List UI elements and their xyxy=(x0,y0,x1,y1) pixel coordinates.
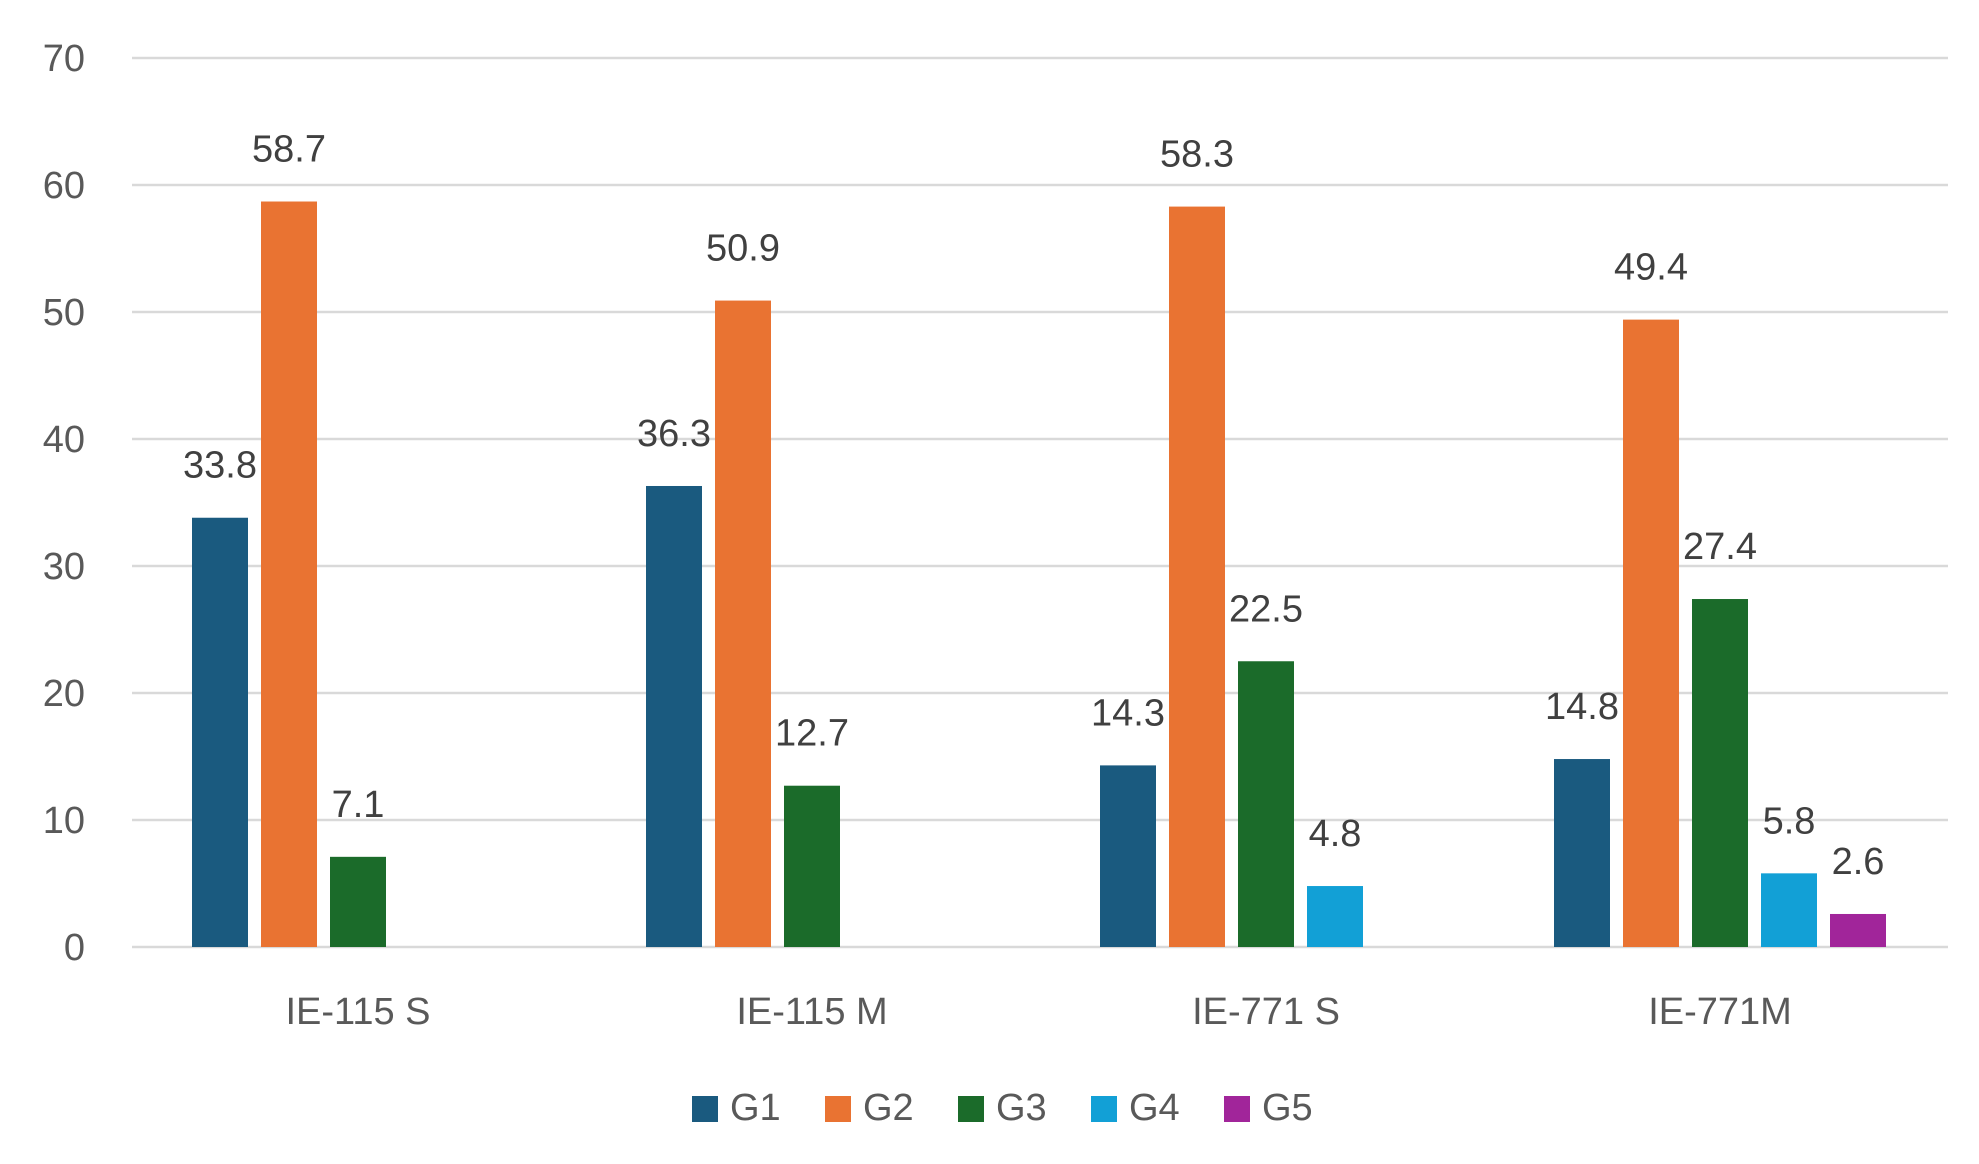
data-label: 12.7 xyxy=(775,713,849,755)
data-label: 27.4 xyxy=(1683,526,1757,568)
data-label: 58.7 xyxy=(252,129,326,171)
bar-g1-2 xyxy=(646,485,702,947)
legend-swatch xyxy=(692,1096,718,1122)
legend-item-g2: G2 xyxy=(825,1087,914,1129)
bar-g3-2 xyxy=(784,785,840,947)
legend-item-g3: G3 xyxy=(958,1087,1047,1129)
bar-g3-4 xyxy=(1692,599,1748,947)
y-tick-label: 0 xyxy=(64,927,85,969)
y-tick-label: 20 xyxy=(43,673,85,715)
gridlines xyxy=(132,56,1948,949)
data-label: 22.5 xyxy=(1229,588,1303,630)
bar-g2-4 xyxy=(1623,319,1679,947)
legend-swatch xyxy=(1224,1096,1250,1122)
legend-item-g1: G1 xyxy=(692,1087,781,1129)
data-label: 50.9 xyxy=(706,228,780,270)
bar-g4-4 xyxy=(1761,873,1817,947)
data-labels: 33.8 58.7 7.1 36.3 50.9 12.7 14.3 58.3 22.5 4.8 14… xyxy=(183,129,1884,883)
bar-g1-3 xyxy=(1100,765,1156,947)
x-axis-categories: IE-115 S IE-115 M IE-771 S IE-771M xyxy=(285,991,1791,1033)
y-tick-label: 50 xyxy=(43,292,85,334)
data-label: 49.4 xyxy=(1614,247,1688,289)
bar-g3-1 xyxy=(330,856,386,947)
y-tick-label: 60 xyxy=(43,165,85,207)
data-label: 5.8 xyxy=(1763,800,1816,842)
x-category-label: IE-771M xyxy=(1648,991,1792,1033)
legend-item-g4: G4 xyxy=(1091,1087,1180,1129)
bar-g2-3 xyxy=(1169,206,1225,948)
bar-g2-1 xyxy=(261,201,317,947)
legend-swatch xyxy=(1091,1096,1117,1122)
legend-label: G5 xyxy=(1262,1087,1313,1129)
y-tick-label: 10 xyxy=(43,800,85,842)
bar-g3-3 xyxy=(1238,661,1294,947)
data-label: 58.3 xyxy=(1160,134,1234,176)
data-label: 2.6 xyxy=(1832,841,1885,883)
legend-label: G4 xyxy=(1129,1087,1180,1129)
x-category-label: IE-115 S xyxy=(285,991,430,1033)
bar-g1-1 xyxy=(192,517,248,947)
bars xyxy=(192,201,1886,948)
data-label: 36.3 xyxy=(637,413,711,455)
data-label: 4.8 xyxy=(1309,813,1362,855)
legend-label: G3 xyxy=(996,1087,1047,1129)
x-category-label: IE-115 M xyxy=(736,991,887,1033)
legend-item-g5: G5 xyxy=(1224,1087,1313,1129)
bar-g1-4 xyxy=(1554,759,1610,947)
legend-swatch xyxy=(825,1096,851,1122)
legend-label: G1 xyxy=(730,1087,781,1129)
x-category-label: IE-771 S xyxy=(1192,991,1340,1033)
data-label: 7.1 xyxy=(332,784,385,826)
data-label: 33.8 xyxy=(183,445,257,487)
bar-g5-4 xyxy=(1830,913,1886,947)
legend-swatch xyxy=(958,1096,984,1122)
legend-label: G2 xyxy=(863,1087,914,1129)
data-label: 14.3 xyxy=(1091,692,1165,734)
legend: G1 G2 G3 G4 G5 xyxy=(692,1087,1313,1129)
bar-g2-2 xyxy=(715,300,771,947)
y-tick-label: 30 xyxy=(43,546,85,588)
y-tick-label: 70 xyxy=(43,38,85,80)
y-axis-ticks: 0 10 20 30 40 50 60 70 xyxy=(43,38,85,969)
data-label: 14.8 xyxy=(1545,686,1619,728)
bar-g4-3 xyxy=(1307,886,1363,947)
y-tick-label: 40 xyxy=(43,419,85,461)
